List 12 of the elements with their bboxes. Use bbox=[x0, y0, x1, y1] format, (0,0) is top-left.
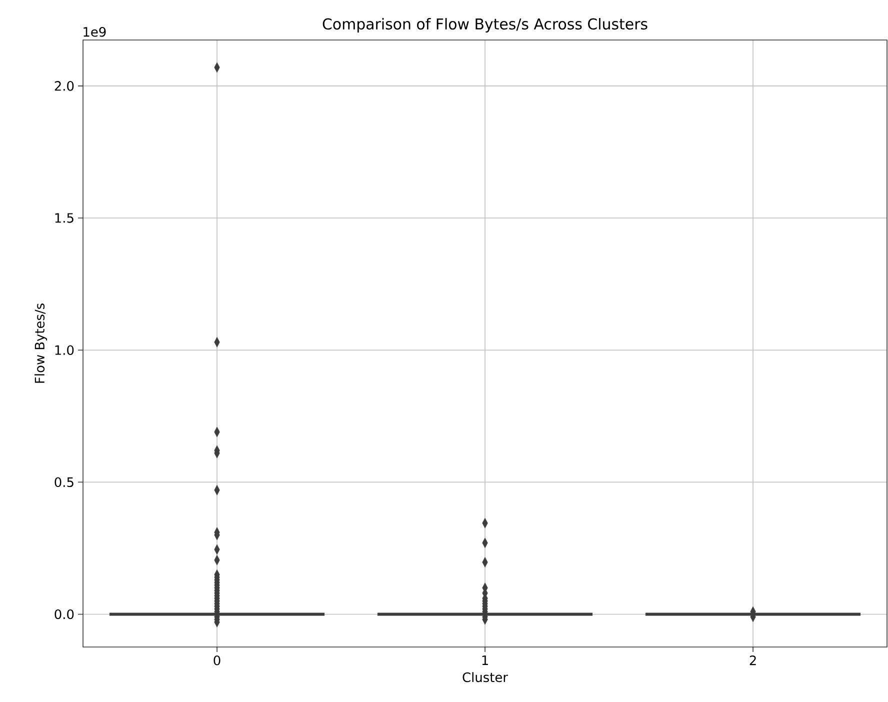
y-axis-title: Flow Bytes/s bbox=[34, 304, 48, 383]
y-tick-label: 2.0 bbox=[54, 81, 74, 91]
chart-title: Comparison of Flow Bytes/s Across Clusters bbox=[322, 18, 648, 32]
y-tick-label: 1.5 bbox=[55, 213, 74, 223]
x-tick-label: 2 bbox=[750, 656, 756, 666]
y-tick-label: 1.0 bbox=[55, 345, 74, 355]
x-axis-title: Cluster bbox=[462, 672, 508, 682]
x-tick-label: 1 bbox=[482, 656, 488, 665]
y-tick-label: 0.0 bbox=[54, 609, 74, 620]
x-tick-label: 0 bbox=[214, 656, 220, 666]
y-tick-label: 0.5 bbox=[54, 477, 74, 488]
text: 1e9 bbox=[84, 26, 106, 37]
